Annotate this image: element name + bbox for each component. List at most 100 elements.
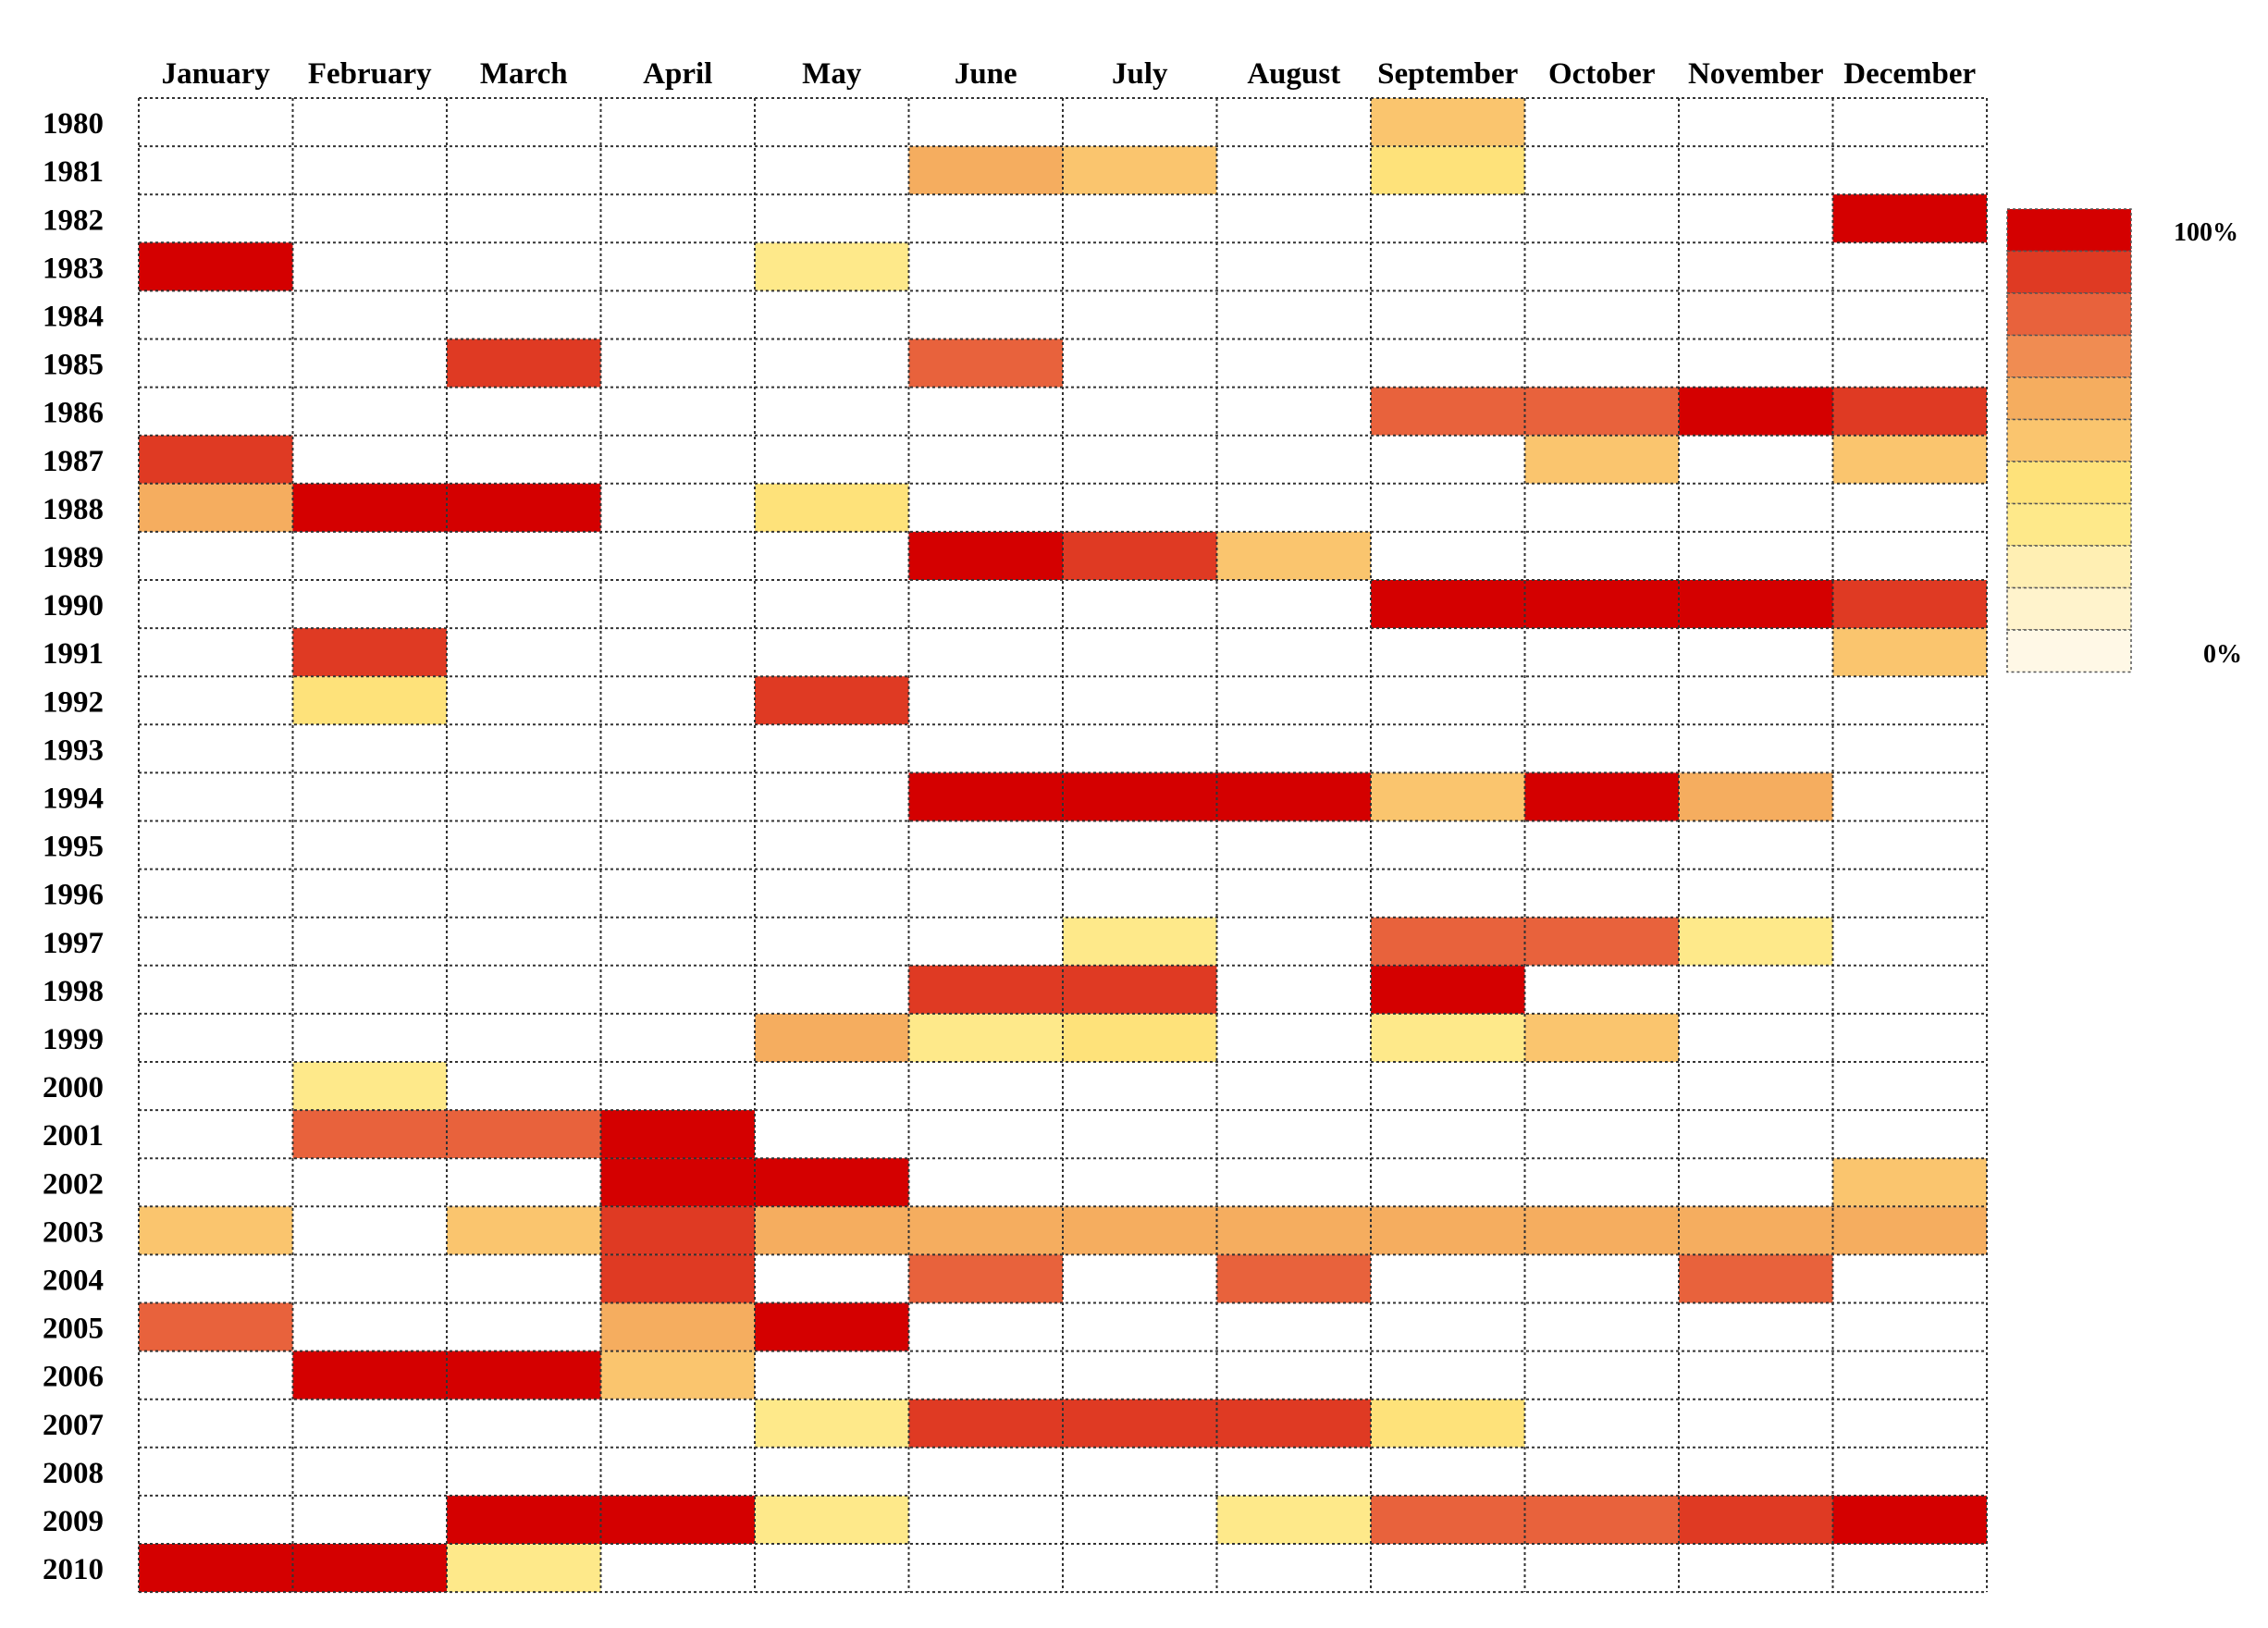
heatmap-cell-1988-september bbox=[1371, 483, 1525, 532]
heatmap-cell-1998-august bbox=[1216, 965, 1371, 1014]
heatmap-cell-1988-march bbox=[447, 483, 601, 532]
heatmap-cell-1994-may bbox=[755, 772, 909, 821]
heatmap-cell-2001-june bbox=[908, 1110, 1063, 1159]
heatmap-cell-1995-march bbox=[447, 820, 601, 870]
heatmap-cell-1991-april bbox=[600, 628, 755, 677]
year-label-2003: 2003 bbox=[43, 1215, 104, 1249]
month-label-november: November bbox=[1688, 57, 1824, 91]
heatmap-cell-2003-august bbox=[1216, 1206, 1371, 1255]
month-label-december: December bbox=[1843, 57, 1976, 91]
heatmap-cell-1995-july bbox=[1063, 820, 1217, 870]
heatmap-cell-1999-january bbox=[139, 1013, 293, 1062]
heatmap-cell-2010-february bbox=[292, 1544, 447, 1593]
heatmap-cell-1981-january bbox=[139, 146, 293, 195]
heatmap-cell-2002-february bbox=[292, 1158, 447, 1207]
year-label-2001: 2001 bbox=[43, 1119, 104, 1153]
heatmap-cell-2001-january bbox=[139, 1110, 293, 1159]
heatmap-cell-2004-november bbox=[1679, 1254, 1833, 1303]
year-label-2004: 2004 bbox=[43, 1264, 104, 1297]
heatmap-cell-2008-october bbox=[1524, 1447, 1679, 1496]
heatmap-cell-1999-september bbox=[1371, 1013, 1525, 1062]
heatmap-cell-1986-july bbox=[1063, 387, 1217, 436]
heatmap-cell-2004-may bbox=[755, 1254, 909, 1303]
heatmap-cell-2004-june bbox=[908, 1254, 1063, 1303]
year-label-2008: 2008 bbox=[43, 1457, 104, 1490]
heatmap-cell-2002-may bbox=[755, 1158, 909, 1207]
heatmap-cell-2010-january bbox=[139, 1544, 293, 1593]
heatmap-cell-1999-february bbox=[292, 1013, 447, 1062]
heatmap-cell-2004-april bbox=[600, 1254, 755, 1303]
heatmap-cell-2003-march bbox=[447, 1206, 601, 1255]
heatmap-cell-1996-october bbox=[1524, 869, 1679, 918]
heatmap-cell-1994-february bbox=[292, 772, 447, 821]
heatmap-cell-1991-november bbox=[1679, 628, 1833, 677]
heatmap-cell-1987-september bbox=[1371, 435, 1525, 484]
heatmap-cell-2009-july bbox=[1063, 1495, 1217, 1544]
heatmap-cell-1985-march bbox=[447, 339, 601, 388]
heatmap-cell-1986-august bbox=[1216, 387, 1371, 436]
heatmap-cell-2002-september bbox=[1371, 1158, 1525, 1207]
heatmap-cell-2004-march bbox=[447, 1254, 601, 1303]
heatmap-cell-1993-april bbox=[600, 724, 755, 773]
heatmap-cell-1981-september bbox=[1371, 146, 1525, 195]
heatmap-cell-1985-october bbox=[1524, 339, 1679, 388]
heatmap-cell-1980-july bbox=[1063, 98, 1217, 147]
heatmap-cell-2000-june bbox=[908, 1062, 1063, 1111]
heatmap-cell-1987-august bbox=[1216, 435, 1371, 484]
heatmap-cell-2001-november bbox=[1679, 1110, 1833, 1159]
year-label-1988: 1988 bbox=[43, 493, 104, 526]
month-label-june: June bbox=[955, 57, 1017, 91]
heatmap-cell-1998-october bbox=[1524, 965, 1679, 1014]
heatmap-cell-2007-january bbox=[139, 1399, 293, 1448]
heatmap-cell-1993-november bbox=[1679, 724, 1833, 773]
heatmap-cell-1984-august bbox=[1216, 290, 1371, 339]
heatmap-cell-2009-february bbox=[292, 1495, 447, 1544]
month-label-february: February bbox=[308, 57, 432, 91]
month-label-march: March bbox=[480, 57, 568, 91]
heatmap-cell-2002-october bbox=[1524, 1158, 1679, 1207]
legend-swatch bbox=[2006, 250, 2132, 294]
heatmap-cell-2008-december bbox=[1832, 1447, 1987, 1496]
heatmap-cell-1982-july bbox=[1063, 194, 1217, 243]
heatmap-cell-1986-april bbox=[600, 387, 755, 436]
heatmap-cell-1985-april bbox=[600, 339, 755, 388]
heatmap-cell-2002-december bbox=[1832, 1158, 1987, 1207]
heatmap-cell-2008-june bbox=[908, 1447, 1063, 1496]
heatmap-cell-1985-february bbox=[292, 339, 447, 388]
heatmap-cell-1985-september bbox=[1371, 339, 1525, 388]
heatmap-cell-1998-june bbox=[908, 965, 1063, 1014]
year-label-1982: 1982 bbox=[43, 204, 104, 237]
heatmap-cell-2008-february bbox=[292, 1447, 447, 1496]
heatmap-cell-1988-april bbox=[600, 483, 755, 532]
heatmap-cell-1987-april bbox=[600, 435, 755, 484]
heatmap-cell-1996-august bbox=[1216, 869, 1371, 918]
heatmap-cell-1982-march bbox=[447, 194, 601, 243]
heatmap-cell-2000-september bbox=[1371, 1062, 1525, 1111]
heatmap-cell-1981-march bbox=[447, 146, 601, 195]
heatmap-cell-2000-july bbox=[1063, 1062, 1217, 1111]
year-label-1994: 1994 bbox=[43, 782, 104, 815]
heatmap-cell-2000-april bbox=[600, 1062, 755, 1111]
heatmap-cell-2000-january bbox=[139, 1062, 293, 1111]
legend-swatch bbox=[2006, 545, 2132, 589]
heatmap-cell-1999-november bbox=[1679, 1013, 1833, 1062]
heatmap-cell-1997-january bbox=[139, 917, 293, 966]
year-label-1989: 1989 bbox=[43, 541, 104, 574]
heatmap-cell-1990-june bbox=[908, 580, 1063, 629]
heatmap-cell-2000-december bbox=[1832, 1062, 1987, 1111]
heatmap-cell-1984-july bbox=[1063, 290, 1217, 339]
heatmap-cell-2010-october bbox=[1524, 1544, 1679, 1593]
heatmap-cell-1998-july bbox=[1063, 965, 1217, 1014]
heatmap-cell-1995-november bbox=[1679, 820, 1833, 870]
heatmap-cell-1989-january bbox=[139, 531, 293, 580]
heatmap-cell-2000-november bbox=[1679, 1062, 1833, 1111]
heatmap-cell-1991-december bbox=[1832, 628, 1987, 677]
heatmap-cell-2002-june bbox=[908, 1158, 1063, 1207]
legend-swatches bbox=[2006, 208, 2132, 673]
heatmap-cell-1998-december bbox=[1832, 965, 1987, 1014]
heatmap-cell-1980-february bbox=[292, 98, 447, 147]
heatmap-cell-1997-december bbox=[1832, 917, 1987, 966]
heatmap-cell-2001-july bbox=[1063, 1110, 1217, 1159]
heatmap-cell-2009-october bbox=[1524, 1495, 1679, 1544]
year-label-1986: 1986 bbox=[43, 397, 104, 430]
